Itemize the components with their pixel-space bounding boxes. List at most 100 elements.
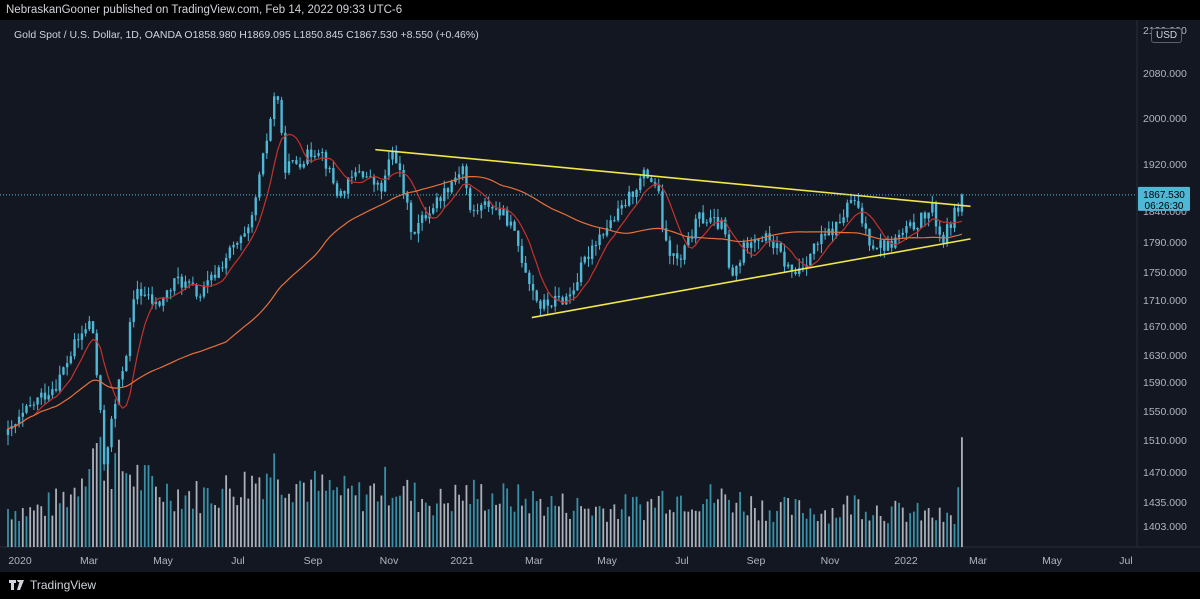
candle-body xyxy=(583,256,586,263)
symbol-legend: Gold Spot / U.S. Dollar, 1D, OANDA O1858… xyxy=(14,29,479,41)
y-axis[interactable]: 2120.0002080.0002000.0001920.0001840.000… xyxy=(1143,25,1187,533)
volume-bar xyxy=(476,499,479,547)
volume-bar xyxy=(594,506,597,547)
volume-bar xyxy=(129,474,131,547)
volume-bar xyxy=(188,491,191,547)
volume-bar xyxy=(424,502,427,547)
candle-body xyxy=(738,262,742,267)
candle-body xyxy=(291,160,294,162)
x-axis[interactable]: 2020 Mar May Jul Sep Nov 2021 Mar May Jul Sep Nov 20… xyxy=(8,555,1132,567)
candle-body xyxy=(128,322,132,357)
volume-bar xyxy=(7,509,9,547)
candle-body xyxy=(243,233,246,237)
volume-bar xyxy=(624,494,627,547)
candle-body xyxy=(517,230,520,246)
candle-body xyxy=(735,266,738,276)
volume-bar xyxy=(532,491,534,547)
volume-bar xyxy=(813,514,815,547)
volume-bar xyxy=(720,488,723,547)
volume-bar xyxy=(609,509,612,547)
candle-body xyxy=(483,201,487,205)
y-tick-label: 1403.000 xyxy=(1143,521,1187,533)
candle-body xyxy=(724,219,727,235)
candle-body xyxy=(328,168,331,170)
candle-body xyxy=(62,367,65,375)
candle-body xyxy=(77,339,80,341)
last-price-label: 1867.530 xyxy=(1143,190,1185,201)
candle-body xyxy=(816,243,819,245)
volume-bar xyxy=(927,508,930,547)
candle-body xyxy=(132,299,135,323)
volume-bar xyxy=(491,493,494,547)
volume-bar xyxy=(839,517,841,547)
candle-body xyxy=(875,247,879,249)
volume-bar xyxy=(51,515,54,547)
x-tick-label: Jul xyxy=(231,555,244,567)
volume-bar xyxy=(251,475,253,547)
candle-body xyxy=(598,234,601,246)
candle-body xyxy=(409,202,413,232)
candle-body xyxy=(210,274,213,281)
volume-bar xyxy=(21,508,24,547)
price-chart[interactable]: 2120.0002080.0002000.0001920.0001840.000… xyxy=(0,20,1200,572)
volume-bar xyxy=(757,520,760,547)
x-tick-label: May xyxy=(597,555,618,567)
candle-body xyxy=(835,221,838,236)
candle-body xyxy=(372,176,376,185)
candle-body xyxy=(457,174,461,178)
volume-bar xyxy=(628,516,631,547)
candle-body xyxy=(897,234,901,238)
candle-body xyxy=(298,163,302,168)
candle-body xyxy=(953,207,956,228)
candle-body xyxy=(949,224,953,228)
volume-bar xyxy=(879,515,882,547)
volume-bar xyxy=(735,502,738,547)
y-tick-label: 1790.000 xyxy=(1143,237,1187,249)
candle-body xyxy=(775,243,779,249)
candle-body xyxy=(731,267,734,276)
candle-body xyxy=(258,174,261,198)
volume-bar xyxy=(705,499,708,547)
volume-bar xyxy=(88,469,91,547)
candle-body xyxy=(572,290,575,295)
candle-body xyxy=(923,212,927,219)
volume-bar xyxy=(118,439,120,547)
candle-body xyxy=(705,222,709,224)
volume-bar xyxy=(25,516,28,547)
volume-bar xyxy=(32,510,35,547)
candle-body xyxy=(613,220,616,222)
volume-bar xyxy=(44,515,46,547)
volume-bar xyxy=(831,507,834,547)
ohlc-low: L1850.845 xyxy=(293,29,344,41)
candle-body xyxy=(868,228,871,246)
volume-bar xyxy=(872,515,875,547)
candle-body xyxy=(487,201,490,207)
currency-button[interactable]: USD xyxy=(1151,28,1183,43)
candle-body xyxy=(324,152,328,169)
volume-bar xyxy=(402,486,405,547)
candle-body xyxy=(162,298,165,306)
candle-body xyxy=(535,290,538,301)
volume-bar xyxy=(820,513,823,547)
candle-body xyxy=(150,294,154,304)
candle-body xyxy=(720,219,723,229)
y-tick-label: 1590.000 xyxy=(1143,377,1187,389)
volume-bar xyxy=(558,506,560,547)
candle-body xyxy=(406,193,409,203)
volume-bar xyxy=(162,501,165,547)
volume-bar xyxy=(528,513,531,547)
volume-bar xyxy=(358,482,361,547)
volume-bar xyxy=(509,506,512,547)
candle-body xyxy=(47,395,50,400)
volume-bar xyxy=(805,518,808,547)
candle-body xyxy=(446,188,450,193)
candle-body xyxy=(616,208,620,221)
tradingview-logo[interactable]: TradingView xyxy=(9,578,96,592)
y-tick-label: 2000.000 xyxy=(1143,113,1187,125)
candle-body xyxy=(350,176,354,178)
volume-bar xyxy=(790,514,793,547)
x-tick-label: Nov xyxy=(821,555,840,567)
volume-bar xyxy=(591,515,594,547)
candle-body xyxy=(934,203,938,227)
